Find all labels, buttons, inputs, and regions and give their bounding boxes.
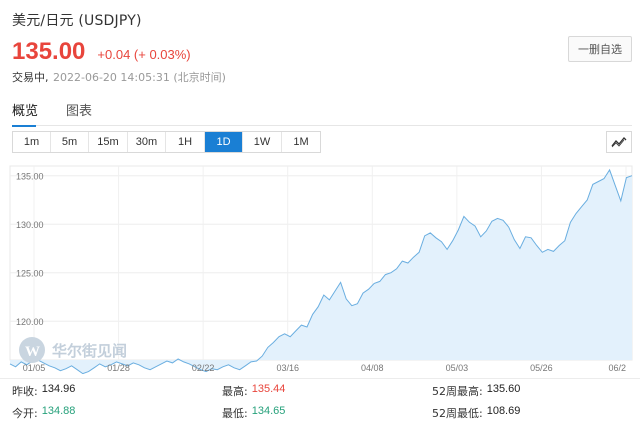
stat-high: 最高: 135.44	[222, 383, 432, 399]
stat-value: 134.96	[41, 383, 76, 395]
period-1d-button[interactable]: 1D	[205, 132, 243, 152]
quote-header: 美元/日元 (USDJPY) 135.00 +0.04 (+ 0.03%) 交易…	[12, 10, 632, 84]
view-tabs: 概览 图表	[12, 100, 632, 126]
stat-label: 52周最高:	[432, 385, 483, 398]
stat-value: 134.65	[251, 405, 286, 417]
stat-label: 最低:	[222, 407, 248, 420]
stat-label: 最高:	[222, 385, 248, 398]
stat-52w-high: 52周最高: 135.60	[432, 383, 632, 399]
price-chart[interactable]: W 华尔街见闻 120.00 125.00 130.00 135.00 01/05 01/…	[0, 160, 640, 375]
x-tick-label: 03/16	[276, 363, 299, 373]
x-tick-label: 02/22	[192, 363, 215, 373]
watermark-text: 华尔街见闻	[52, 342, 127, 360]
y-tick-label: 135.00	[16, 172, 44, 182]
trading-status: 交易中, 2022-06-20 14:05:31 (北京时间)	[12, 69, 632, 85]
y-tick-label: 130.00	[16, 220, 44, 230]
instrument-title: 美元/日元 (USDJPY)	[12, 13, 142, 29]
period-1w-button[interactable]: 1W	[243, 132, 282, 152]
period-1m-button[interactable]: 1m	[13, 132, 51, 152]
price-chart-svg: W 华尔街见闻 120.00 125.00 130.00 135.00 01/05 01/…	[9, 165, 633, 375]
stat-low: 最低: 134.65	[222, 405, 432, 421]
tab-overview[interactable]: 概览	[12, 100, 38, 126]
stat-value: 108.69	[486, 405, 521, 417]
x-tick-label: 04/08	[361, 363, 384, 373]
x-tick-label: 01/28	[107, 363, 130, 373]
x-tick-label: 05/26	[530, 363, 553, 373]
stats-row: 昨收: 134.96 最高: 135.44 52周最高: 135.60	[12, 380, 632, 402]
svg-text:W: W	[25, 344, 40, 360]
stat-prev-close: 昨收: 134.96	[12, 383, 222, 399]
remove-from-watchlist-button[interactable]: 一删自选	[568, 36, 632, 62]
stats-row: 今开: 134.88 最低: 134.65 52周最低: 108.69	[12, 402, 632, 424]
period-30m-button[interactable]: 30m	[128, 132, 166, 152]
y-tick-label: 125.00	[16, 269, 44, 279]
period-15m-button[interactable]: 15m	[89, 132, 128, 152]
watermark-logo: W 华尔街见闻	[19, 337, 127, 363]
stat-label: 昨收:	[12, 385, 38, 398]
period-1h-button[interactable]: 1H	[166, 132, 205, 152]
period-5m-button[interactable]: 5m	[51, 132, 89, 152]
x-tick-label: 06/2	[608, 363, 626, 373]
tab-chart[interactable]: 图表	[66, 104, 93, 119]
stat-52w-low: 52周最低: 108.69	[432, 405, 632, 421]
price-series-line	[9, 168, 633, 375]
chart-type-toggle[interactable]	[606, 131, 632, 153]
stat-label: 今开:	[12, 407, 38, 420]
price-area-fill	[10, 169, 632, 374]
quote-timestamp: 2022-06-20 14:05:31 (北京时间)	[53, 71, 226, 84]
trading-status-label: 交易中,	[12, 71, 49, 84]
period-selector: 1m 5m 15m 30m 1H 1D 1W 1M	[12, 131, 321, 153]
x-tick-label: 01/05	[23, 363, 46, 373]
quote-stats: 昨收: 134.96 最高: 135.44 52周最高: 135.60 今开: …	[12, 380, 632, 424]
price-row: 135.00 +0.04 (+ 0.03%)	[12, 38, 632, 66]
x-tick-label: 05/03	[446, 363, 469, 373]
stat-value: 135.60	[486, 383, 521, 395]
stat-value: 135.44	[251, 383, 286, 395]
stat-value: 134.88	[41, 405, 76, 417]
stats-divider	[0, 378, 640, 379]
stat-open: 今开: 134.88	[12, 405, 222, 421]
price-change: +0.04 (+ 0.03%)	[97, 47, 191, 62]
y-tick-label: 120.00	[16, 317, 44, 327]
stat-label: 52周最低:	[432, 407, 483, 420]
line-chart-icon	[611, 137, 627, 148]
last-price: 135.00	[12, 38, 86, 65]
period-1mo-button[interactable]: 1M	[293, 136, 309, 148]
